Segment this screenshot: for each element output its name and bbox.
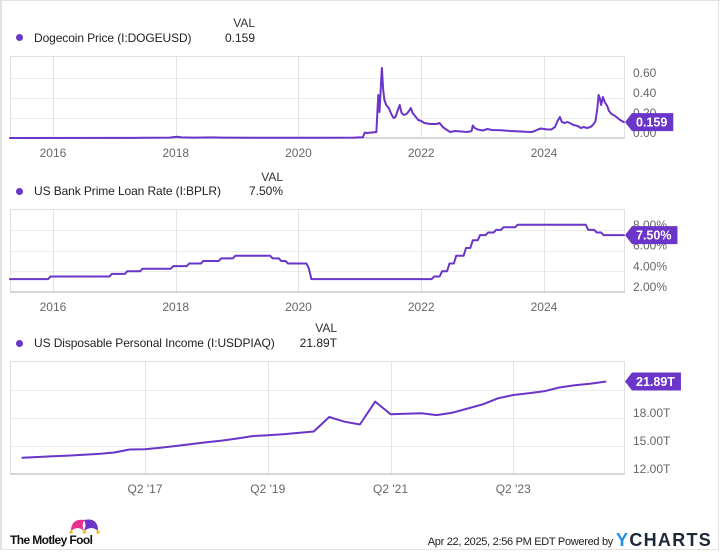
- plot-border: [10, 361, 625, 474]
- timestamp-powered-by: Apr 22, 2025, 2:56 PM EDT Powered by: [427, 536, 614, 548]
- legend-series-name: Dogecoin Price (I:DOGEUSD): [34, 31, 192, 45]
- x-tick-label: 2016: [40, 146, 67, 160]
- last-value-label: 0.159: [636, 116, 667, 130]
- x-tick-label: 2018: [162, 146, 189, 160]
- legend-dot-icon: [16, 340, 23, 347]
- motley-fool-logo-text: The Motley Fool: [10, 533, 93, 547]
- x-tick-label: 2024: [531, 300, 558, 314]
- series-line: [9, 223, 625, 281]
- ycharts-logo-y: Y: [616, 530, 630, 550]
- x-tick-label: 2020: [285, 146, 312, 160]
- legend-dot-icon: [16, 188, 23, 195]
- gridlines: [10, 56, 625, 138]
- flag-shape: [625, 372, 681, 391]
- x-tick-label: Q2 '17: [128, 482, 163, 496]
- series-line: [21, 380, 607, 459]
- x-tick-label: 2024: [531, 146, 558, 160]
- legend-series-name: US Bank Prime Loan Rate (I:BPLR): [34, 184, 221, 198]
- last-value-flag: 21.89T: [625, 372, 681, 391]
- x-tick-label: 2022: [408, 300, 435, 314]
- flag-shape: [625, 113, 674, 132]
- last-value-label: 7.50%: [636, 229, 671, 243]
- y-tick-label: 4.00%: [633, 259, 667, 273]
- jester-hat-icon: [69, 519, 100, 534]
- last-value-label: 21.89T: [636, 375, 675, 389]
- frame-border-bottom: [0, 549, 719, 550]
- x-tick-label: 2016: [40, 300, 67, 314]
- y-tick-label: 15.00T: [633, 434, 671, 448]
- x-tick-label: 2020: [285, 300, 312, 314]
- x-tick-label: 2018: [162, 300, 189, 314]
- gridlines: [10, 209, 625, 292]
- frame-border-top: [0, 0, 720, 1]
- legend-column-header: VAL: [315, 321, 337, 335]
- plot-border: [10, 209, 625, 292]
- x-tick-label: Q2 '19: [250, 482, 285, 496]
- y-tick-label: 2.00%: [633, 280, 667, 294]
- last-value-flag: 7.50%: [625, 226, 678, 245]
- legend-series-value: 21.89T: [299, 336, 337, 350]
- legend-dot-icon: [16, 34, 23, 41]
- legend-series-value: 0.159: [224, 31, 255, 45]
- gridlines: [10, 361, 625, 474]
- series-line: [9, 67, 625, 139]
- frame-border-right: [718, 0, 719, 550]
- x-tick-label: 2022: [408, 146, 435, 160]
- y-tick-label: 12.00T: [633, 462, 671, 476]
- y-tick-label: 18.00T: [633, 406, 671, 420]
- ycharts-logo: YCHARTS: [616, 530, 712, 550]
- y-tick-label: 0.60: [633, 66, 657, 80]
- legend-series-value: 7.50%: [248, 184, 283, 198]
- plot-border: [10, 56, 625, 138]
- legend-series-name: US Disposable Personal Income (I:USDPIAQ…: [34, 336, 275, 350]
- y-tick-label: 0.40: [633, 86, 657, 100]
- flag-shape: [625, 226, 678, 245]
- frame-border-left: [0, 0, 2, 550]
- x-tick-label: Q2 '23: [496, 482, 531, 496]
- legend-column-header: VAL: [233, 16, 255, 30]
- x-tick-label: Q2 '21: [373, 482, 408, 496]
- legend-column-header: VAL: [261, 170, 283, 184]
- last-value-flag: 0.159: [625, 113, 674, 132]
- ycharts-logo-charts: CHARTS: [629, 530, 713, 550]
